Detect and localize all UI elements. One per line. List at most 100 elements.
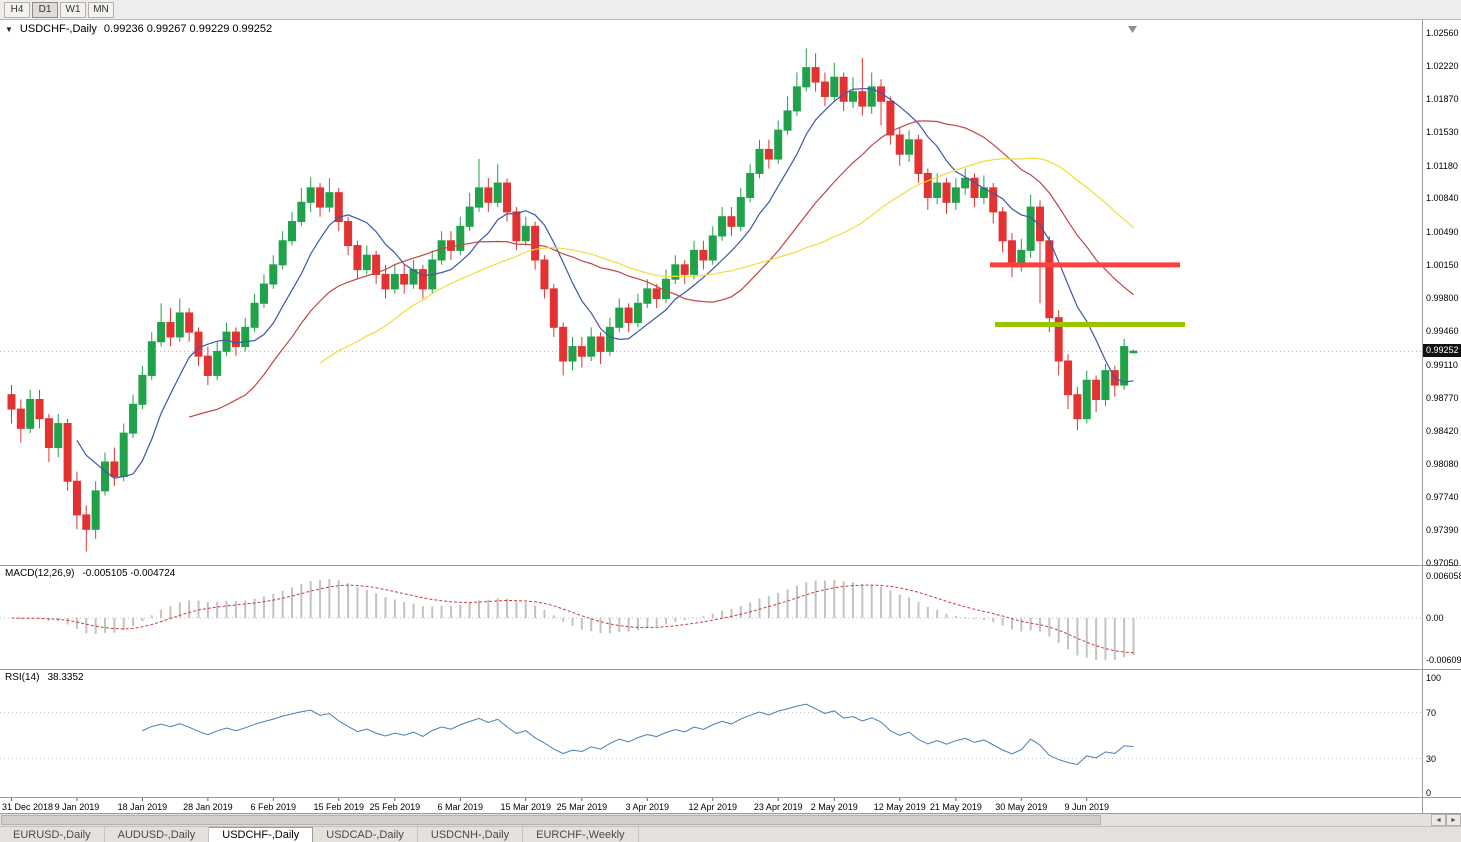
scroll-right-icon[interactable]: ► xyxy=(1446,814,1461,826)
ma-line-fast xyxy=(76,88,1134,479)
candle-body xyxy=(1073,394,1082,420)
chart-shift-marker-icon[interactable] xyxy=(1128,26,1137,33)
horizontal-scrollbar[interactable]: ◄ ► xyxy=(0,814,1461,827)
candle-body xyxy=(540,259,549,290)
candle-body xyxy=(101,461,109,492)
candle-body xyxy=(288,221,296,242)
candle-body xyxy=(465,206,474,227)
rsi-chart[interactable] xyxy=(0,670,1422,797)
date-label: 2 May 2019 xyxy=(811,802,858,812)
candle-body xyxy=(418,269,427,290)
date-axis[interactable]: 31 Dec 2018 9 Jan 2019 18 Jan 2019 28 Jan 2… xyxy=(0,798,1422,813)
candle-body xyxy=(942,182,951,203)
scrollbar-thumb[interactable] xyxy=(1,815,1101,825)
candle-body xyxy=(736,196,745,227)
chart-symbol-label: USDCHF-,Daily xyxy=(19,23,97,35)
candle-body xyxy=(652,288,661,299)
candle-body xyxy=(783,110,792,131)
price-axis-label: 0.97390 xyxy=(1426,525,1459,536)
candle-body xyxy=(895,134,904,155)
tab-usdcad-daily[interactable]: USDCAD-,Daily xyxy=(313,827,418,842)
price-axis-label: 0.98770 xyxy=(1426,392,1459,403)
macd-plot[interactable]: MACD(12,26,9) -0.005105 -0.004724 xyxy=(0,566,1422,669)
macd-label: MACD(12,26,9) -0.005105 -0.004724 xyxy=(5,568,175,579)
date-label: 30 May 2019 xyxy=(995,802,1047,812)
candle-body xyxy=(633,302,642,324)
candle-body xyxy=(1036,206,1044,242)
chart-ohlc-values: 0.99236 0.99267 0.99229 0.99252 xyxy=(103,23,273,35)
main-chart-panel: ▼ USDCHF-,Daily 0.99236 0.99267 0.99229 … xyxy=(0,20,1461,568)
candle-body xyxy=(521,225,530,242)
date-label: 31 Dec 2018 xyxy=(2,802,53,812)
candle-body xyxy=(531,225,540,261)
tab-usdchf-daily[interactable]: USDCHF-,Daily xyxy=(209,827,314,842)
rsi-axis-label: 0 xyxy=(1426,788,1432,798)
timeframe-button-mn[interactable]: MN xyxy=(88,1,114,18)
date-label: 15 Mar 2019 xyxy=(500,802,551,812)
tab-eurchf-weekly[interactable]: EURCHF-,Weekly xyxy=(523,827,639,842)
timeframe-button-w1[interactable]: W1 xyxy=(60,1,86,18)
timeframe-toolbar: H4 D1 W1 MN xyxy=(0,0,1461,20)
macd-chart[interactable] xyxy=(0,566,1422,669)
candle-body xyxy=(905,139,914,155)
candle-body xyxy=(91,490,100,530)
rsi-axis-label: 30 xyxy=(1426,753,1437,764)
candle-body xyxy=(203,355,212,376)
price-axis[interactable]: 1.02560 1.02220 1.01870 1.01530 1.01180 1.008… xyxy=(1422,20,1461,568)
main-plot[interactable]: ▼ USDCHF-,Daily 0.99236 0.99267 0.99229 … xyxy=(0,20,1422,565)
candle-body xyxy=(390,273,399,290)
candle-body xyxy=(44,418,53,449)
ma-line-medium xyxy=(188,120,1134,418)
candle-body xyxy=(381,273,390,290)
tab-usdcnh-daily[interactable]: USDCNH-,Daily xyxy=(418,827,524,842)
macd-indicator-name: MACD(12,26,9) xyxy=(5,568,75,579)
candle-body xyxy=(362,254,371,271)
candlestick-chart[interactable] xyxy=(0,20,1422,565)
candle-body xyxy=(559,326,568,362)
scroll-left-icon[interactable]: ◄ xyxy=(1431,814,1446,826)
price-axis-label: 1.00150 xyxy=(1426,259,1459,270)
candle-body xyxy=(624,307,633,324)
candle-body xyxy=(774,129,783,160)
timeframe-button-h4[interactable]: H4 xyxy=(4,1,30,18)
current-price-tag: 0.99252 xyxy=(1423,344,1461,358)
macd-axis[interactable]: 0.006058 0.00 -0.006096 xyxy=(1422,566,1461,669)
candle-body xyxy=(849,91,857,102)
date-label: 28 Jan 2019 xyxy=(183,802,233,812)
candle-body xyxy=(147,341,156,376)
candle-body xyxy=(680,264,689,275)
candle-body xyxy=(839,76,848,102)
price-axis-label: 1.01180 xyxy=(1426,160,1458,171)
candle-body xyxy=(241,326,250,348)
candle-body xyxy=(503,182,512,213)
timeframe-button-d1[interactable]: D1 xyxy=(32,1,58,18)
tab-audusd-daily[interactable]: AUDUSD-,Daily xyxy=(105,827,210,842)
price-axis-label: 1.02220 xyxy=(1426,60,1459,71)
price-axis-label: 0.99110 xyxy=(1426,359,1458,370)
tab-eurusd-daily[interactable]: EURUSD-,Daily xyxy=(0,827,105,842)
candle-body xyxy=(662,278,670,299)
date-label: 18 Jan 2019 xyxy=(118,802,168,812)
candle-body xyxy=(512,211,521,242)
collapse-arrow-icon[interactable]: ▼ xyxy=(5,24,13,34)
candle-body xyxy=(998,211,1007,242)
price-axis-label: 1.00840 xyxy=(1426,193,1459,204)
candle-body xyxy=(213,350,222,376)
candle-body xyxy=(1120,346,1129,386)
rsi-axis-label: 100 xyxy=(1426,673,1442,683)
candle-body xyxy=(259,283,268,304)
candle-body xyxy=(222,331,231,352)
candle-body xyxy=(26,398,35,429)
candle-body xyxy=(1045,240,1054,319)
candle-body xyxy=(344,221,353,247)
scrollbar-arrows: ◄ ► xyxy=(1431,814,1461,826)
candle-body xyxy=(764,148,773,160)
rsi-plot[interactable]: RSI(14) 38.3352 xyxy=(0,670,1422,797)
rsi-axis[interactable]: 100 70 30 0 xyxy=(1422,670,1461,798)
candle-body xyxy=(699,249,708,261)
candle-body xyxy=(746,172,755,198)
candle-body xyxy=(858,91,867,107)
candle-body xyxy=(306,187,315,203)
price-axis-label: 1.01870 xyxy=(1426,94,1459,105)
candle-body xyxy=(970,177,979,198)
